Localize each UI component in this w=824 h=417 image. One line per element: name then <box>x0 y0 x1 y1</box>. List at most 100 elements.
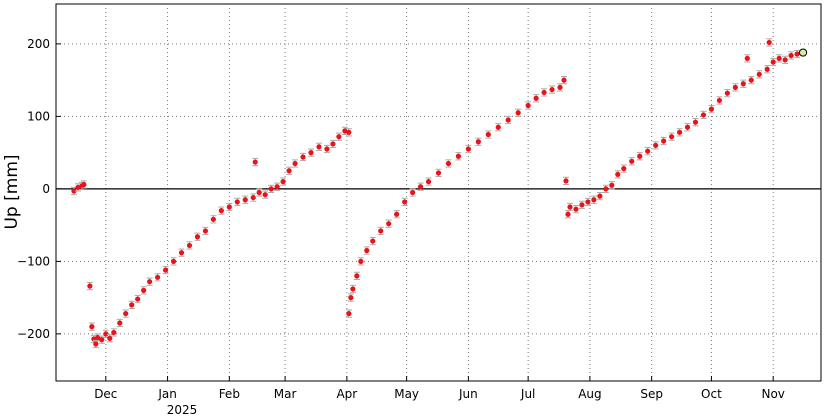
data-point <box>525 101 532 110</box>
point-marker <box>629 158 635 164</box>
data-point <box>515 108 522 117</box>
data-point <box>602 184 609 193</box>
y-tick-label: −100 <box>17 254 50 268</box>
data-point <box>425 177 432 186</box>
last-point-marker <box>798 48 808 57</box>
point-marker <box>348 295 354 301</box>
point-marker <box>445 160 452 167</box>
point-marker <box>668 134 675 140</box>
data-point <box>417 182 424 191</box>
data-point <box>178 248 185 257</box>
point-marker <box>708 106 715 112</box>
data-point <box>363 246 370 255</box>
x-tick-label: Mar <box>274 387 297 401</box>
data-point <box>668 132 675 141</box>
point-marker <box>87 283 93 289</box>
data-point <box>335 132 342 141</box>
point-marker <box>75 184 81 191</box>
point-marker <box>756 71 762 77</box>
data-point <box>744 54 751 63</box>
point-marker <box>764 66 770 72</box>
x-tick-label: Jul <box>520 387 535 401</box>
data-point <box>140 286 147 295</box>
point-marker <box>330 141 336 147</box>
point-marker <box>292 160 298 167</box>
point-marker <box>515 110 521 116</box>
data-point <box>128 300 135 309</box>
data-point <box>740 79 747 88</box>
data-point <box>300 152 307 162</box>
point-marker <box>525 102 531 109</box>
data-point <box>292 159 299 168</box>
point-marker <box>242 197 248 203</box>
data-point <box>186 241 193 250</box>
point-marker <box>533 95 539 101</box>
data-point <box>315 142 322 151</box>
point-marker <box>770 59 776 65</box>
data-point <box>170 257 177 266</box>
point-marker <box>766 39 772 46</box>
y-tick-label: −200 <box>17 327 50 341</box>
data-point <box>134 294 141 304</box>
data-point <box>684 123 691 132</box>
point-marker <box>573 206 579 212</box>
data-point <box>549 85 556 94</box>
point-marker <box>485 131 491 138</box>
data-point <box>357 257 364 266</box>
data-point <box>692 118 699 127</box>
x-year-label: 2025 <box>167 403 198 417</box>
point-marker <box>123 310 129 317</box>
data-point <box>226 202 233 212</box>
data-point <box>256 188 263 197</box>
point-marker <box>178 250 185 256</box>
data-point <box>345 128 352 137</box>
point-marker <box>342 128 348 134</box>
data-point <box>202 226 209 236</box>
x-tick-label: Apr <box>336 387 357 401</box>
data-point <box>614 170 621 179</box>
data-point <box>782 55 789 64</box>
data-point <box>455 152 462 161</box>
data-point <box>644 147 651 156</box>
data-point <box>495 123 502 132</box>
point-marker <box>202 228 209 234</box>
data-point <box>561 76 568 85</box>
data-point <box>92 339 99 349</box>
data-point <box>393 210 400 219</box>
point-marker <box>579 202 585 208</box>
point-marker <box>226 204 232 210</box>
x-tick-label: Feb <box>219 387 240 401</box>
plot-frame <box>55 3 822 382</box>
point-marker <box>170 258 177 264</box>
data-points <box>70 38 808 349</box>
point-marker <box>776 55 782 61</box>
data-point <box>341 126 348 135</box>
data-point <box>86 281 93 291</box>
data-point <box>88 322 95 331</box>
point-marker <box>455 153 462 159</box>
data-point <box>329 139 336 149</box>
data-point <box>234 197 241 207</box>
point-marker <box>417 184 424 190</box>
data-point <box>116 318 123 328</box>
point-marker <box>141 287 147 293</box>
point-marker <box>346 129 352 135</box>
point-marker <box>661 138 667 144</box>
data-point <box>620 164 627 173</box>
data-point <box>475 137 482 146</box>
point-marker <box>732 84 738 90</box>
point-marker <box>89 324 95 330</box>
point-marker <box>645 148 651 154</box>
data-point <box>732 83 739 92</box>
x-tick-label: May <box>394 387 419 401</box>
data-point <box>465 144 472 154</box>
data-point <box>590 195 597 204</box>
point-marker <box>194 234 201 240</box>
point-marker <box>354 273 360 279</box>
data-point <box>541 88 548 97</box>
data-point <box>794 49 801 59</box>
point-marker <box>585 199 591 205</box>
data-point <box>323 144 330 154</box>
data-point <box>194 232 201 241</box>
